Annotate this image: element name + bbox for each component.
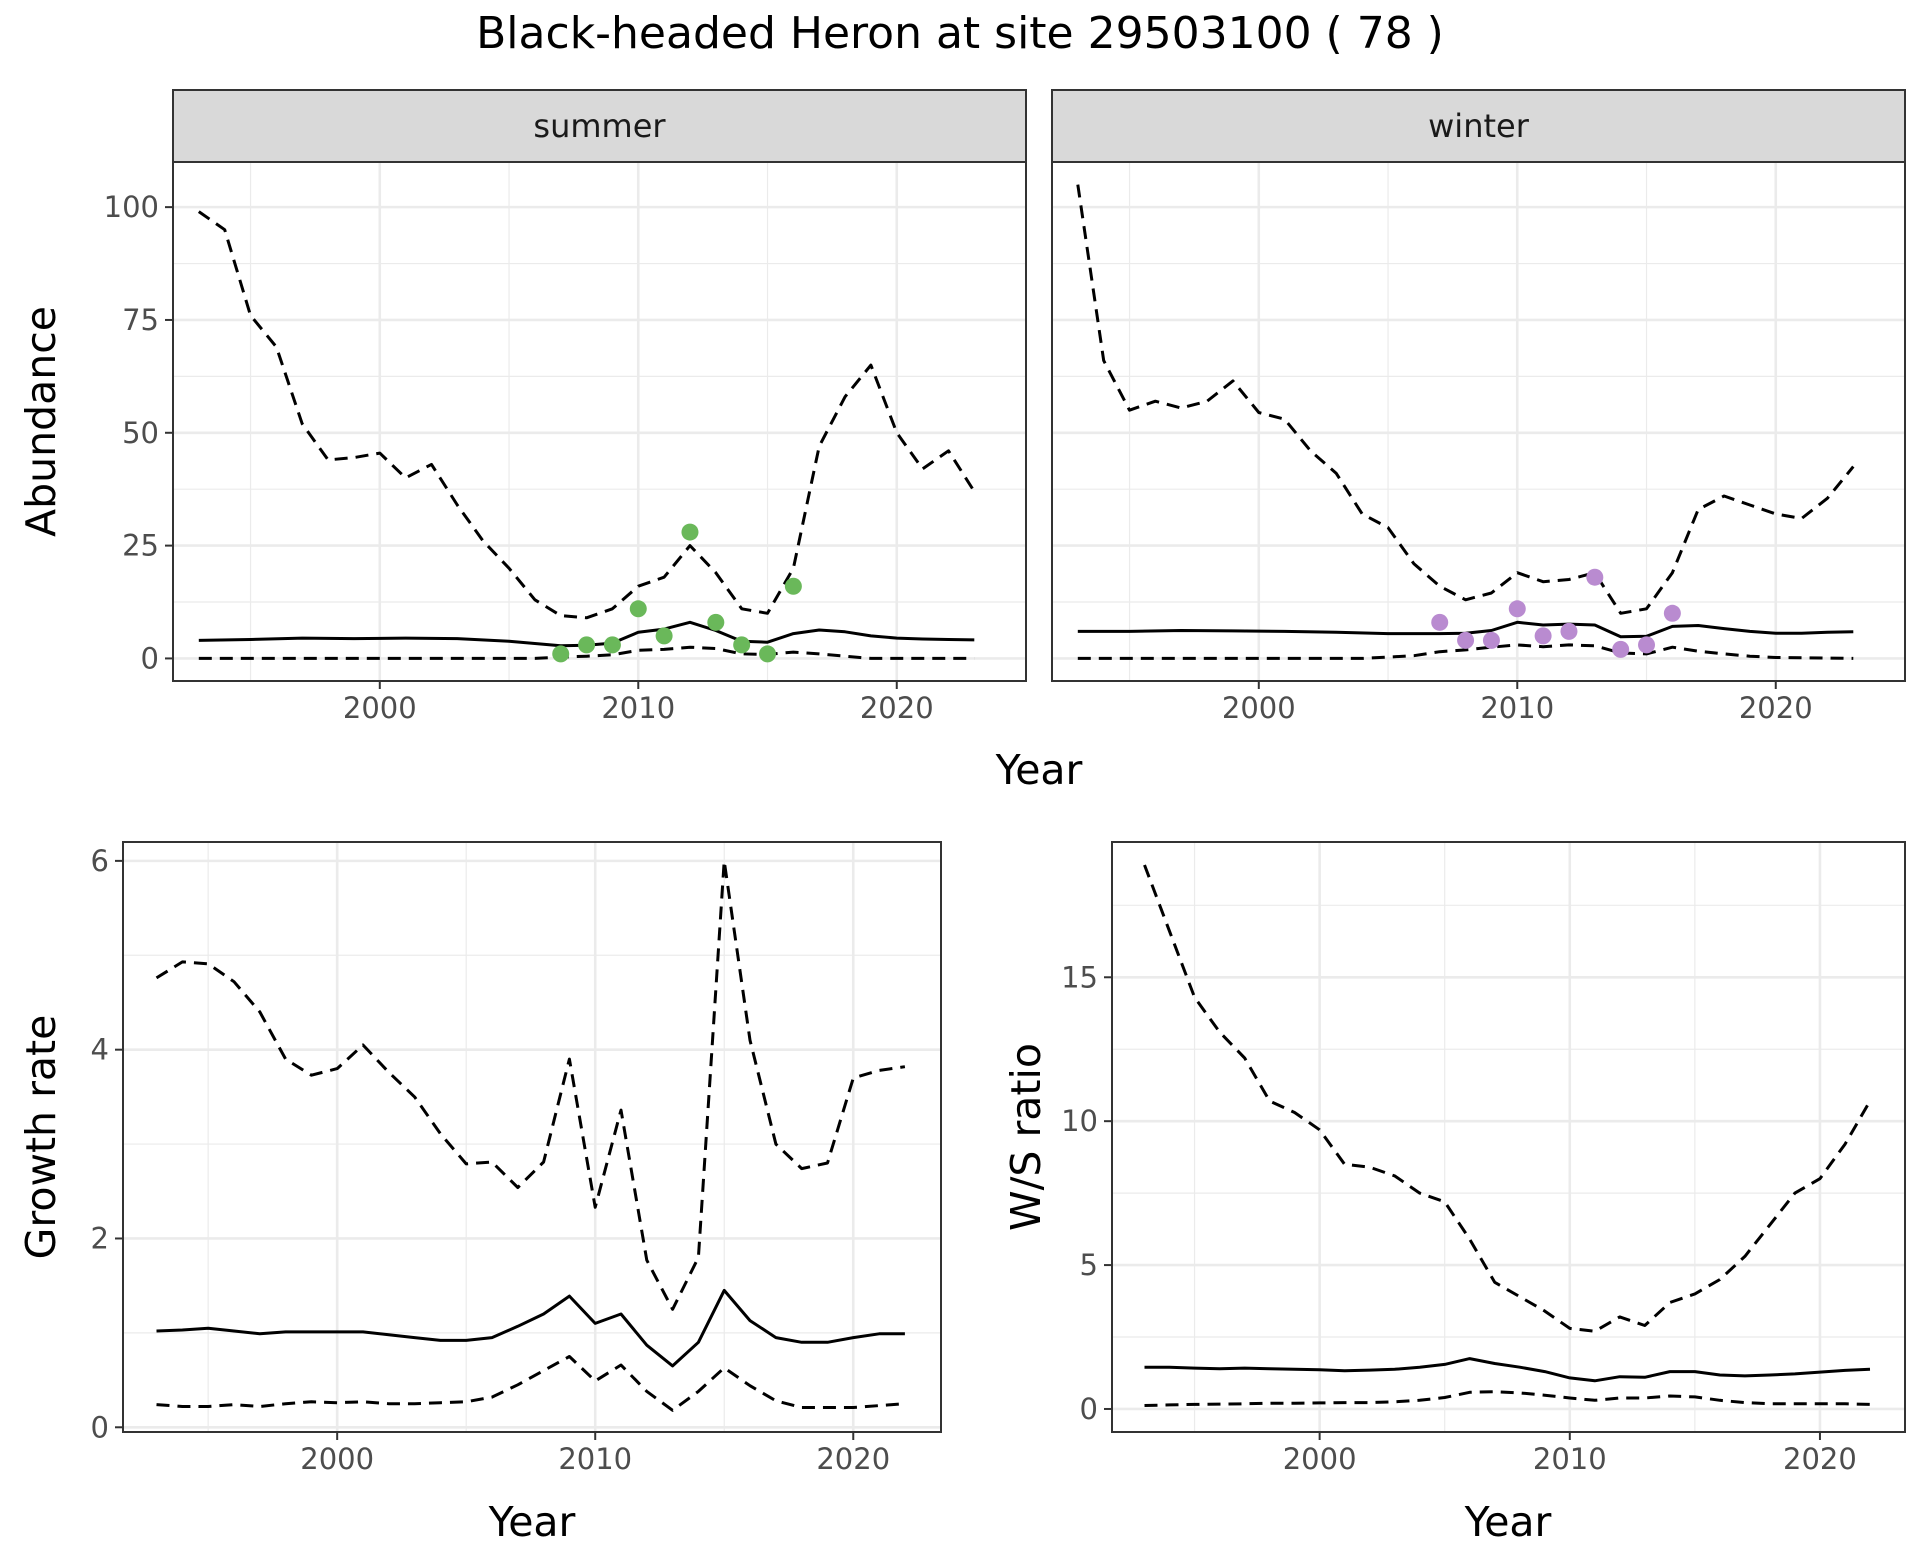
growth-y-tick-label: 0: [91, 1410, 109, 1444]
growth-x-tick-label: 2020: [816, 1442, 890, 1476]
ws-bound-line: [1143, 864, 1872, 1333]
summer-lines: [197, 210, 976, 660]
winter-plot-border: [1051, 161, 1906, 682]
ws-estimate-line: [1144, 1357, 1871, 1383]
summer-y-tick-label: 100: [104, 190, 159, 224]
summer-y-tick-label: 50: [122, 416, 159, 450]
summer-x-tick-label: 2000: [343, 691, 417, 725]
ws-ratio-axis-title: W/S ratio: [1002, 1043, 1050, 1231]
summer-x-tick-label: 2010: [601, 691, 675, 725]
winter-x-tick-label: 2010: [1480, 691, 1554, 725]
winter-points: [1431, 568, 1681, 658]
growth-x-axis-title: Year: [488, 1498, 576, 1546]
summer-observed-point: [603, 636, 621, 654]
ws-y-ticks: 0 5 10 15: [1061, 960, 1112, 1426]
winter-x-ticks: 2000 2010 2020: [1222, 681, 1813, 725]
ws-bound-line: [1144, 1390, 1871, 1407]
summer-bound-line: [197, 210, 976, 620]
summer-observed-point: [759, 645, 777, 663]
winter-observed-point: [1534, 627, 1552, 645]
winter-panel: winter 2000 2010 2020: [1051, 89, 1906, 725]
winter-grid: [1052, 162, 1906, 681]
winter-observed-point: [1586, 568, 1604, 586]
ws-x-tick-label: 2000: [1283, 1442, 1357, 1476]
winter-bound-line: [1076, 184, 1855, 615]
ws-ratio-panel: 2000 2010 2020 0 5 10 15 W/S ratio Year: [1002, 841, 1906, 1546]
winter-lines: [1076, 184, 1855, 660]
summer-observed-point: [733, 636, 751, 654]
summer-observed-point: [655, 627, 673, 645]
winter-observed-point: [1508, 600, 1526, 618]
winter-observed-point: [1560, 622, 1578, 640]
summer-observed-point: [681, 523, 699, 541]
summer-observed-point: [784, 577, 802, 595]
growth-y-ticks: 0 2 4 6: [91, 844, 123, 1444]
summer-observed-point: [578, 636, 596, 654]
growth-y-tick-label: 4: [91, 1033, 109, 1067]
summer-y-ticks: 0 25 50 75 100: [104, 190, 173, 675]
ws-grid: [1112, 842, 1905, 1432]
ws-x-tick-label: 2020: [1783, 1442, 1857, 1476]
ws-x-tick-label: 2010: [1533, 1442, 1607, 1476]
growth-bound-line: [156, 1355, 906, 1412]
winter-x-tick-label: 2000: [1222, 691, 1296, 725]
growth-estimate-line: [156, 1288, 905, 1368]
summer-points: [552, 523, 802, 663]
growth-y-tick-label: 2: [91, 1221, 109, 1255]
winter-x-tick-label: 2020: [1739, 691, 1813, 725]
top-x-axis-title: Year: [995, 746, 1083, 794]
summer-y-tick-label: 0: [141, 641, 159, 675]
growth-lines: [155, 859, 906, 1412]
growth-x-ticks: 2000 2010 2020: [300, 1432, 890, 1476]
summer-panel: summer 2000 2010 2020 0 25 50 75 100 Abundance: [17, 89, 1027, 725]
summer-x-tick-label: 2020: [860, 691, 934, 725]
summer-plot-border: [172, 161, 1027, 682]
ws-y-tick-label: 15: [1061, 960, 1098, 994]
winter-bound-line: [1077, 643, 1854, 660]
ws-y-tick-label: 5: [1080, 1248, 1098, 1282]
winter-observed-point: [1482, 631, 1500, 649]
winter-observed-point: [1431, 613, 1449, 631]
winter-observed-point: [1638, 636, 1656, 654]
ws-y-tick-label: 10: [1061, 1104, 1098, 1138]
summer-x-ticks: 2000 2010 2020: [343, 681, 934, 725]
growth-rate-panel: 2000 2010 2020 0 2 4 6 Growth rate Year: [17, 841, 942, 1546]
growth-x-tick-label: 2010: [558, 1442, 632, 1476]
winter-observed-point: [1612, 640, 1630, 658]
winter-observed-point: [1663, 604, 1681, 622]
summer-observed-point: [707, 613, 725, 631]
abundance-axis-title: Abundance: [17, 306, 65, 537]
summer-observed-point: [629, 600, 647, 618]
summer-y-tick-label: 25: [122, 529, 159, 563]
growth-y-tick-label: 6: [91, 844, 109, 878]
summer-observed-point: [552, 645, 570, 663]
ws-x-ticks: 2000 2010 2020: [1283, 1432, 1857, 1476]
ws-plot-border: [1111, 841, 1906, 1433]
summer-estimate-line: [198, 620, 975, 648]
growth-x-tick-label: 2000: [300, 1442, 374, 1476]
ws-x-axis-title: Year: [1464, 1498, 1552, 1546]
ws-lines: [1143, 864, 1872, 1407]
winter-estimate-line: [1077, 620, 1854, 639]
growth-bound-line: [155, 859, 906, 1311]
summer-strip: [172, 89, 1027, 163]
growth-grid: [123, 842, 941, 1432]
growth-plot-border: [122, 841, 942, 1433]
winter-strip: [1051, 89, 1906, 163]
winter-observed-point: [1457, 631, 1475, 649]
summer-y-tick-label: 75: [122, 303, 159, 337]
ws-y-tick-label: 0: [1080, 1392, 1098, 1426]
summer-bound-line: [198, 645, 975, 660]
winter-strip-label: winter: [1428, 107, 1530, 145]
growth-rate-axis-title: Growth rate: [17, 1015, 65, 1260]
summer-strip-label: summer: [533, 107, 666, 145]
chart-title: Black-headed Heron at site 29503100 ( 78…: [476, 8, 1444, 59]
